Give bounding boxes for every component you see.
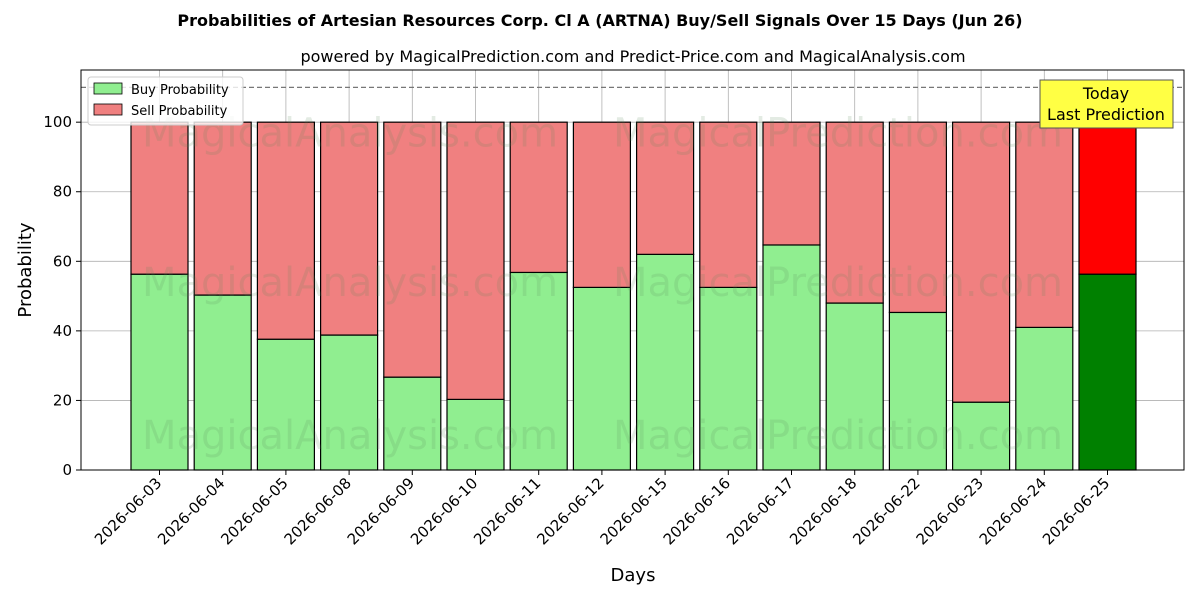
bars (130, 121, 1137, 471)
plot-frame (80, 69, 1185, 471)
legend-swatch-sell (93, 103, 123, 116)
bar-buy (446, 398, 505, 471)
y-tick-label: 60 (53, 252, 72, 270)
y-tick-label: 0 (62, 461, 72, 479)
bar-sell (320, 121, 379, 336)
x-tick-label: 2026-06-17 (723, 474, 797, 548)
bar-sell (888, 121, 948, 314)
bar-sell (635, 121, 695, 255)
bar-buy (888, 311, 948, 471)
x-tick-label: 2026-06-22 (849, 474, 923, 548)
bar-sell (383, 121, 442, 378)
y-tick-label: 40 (53, 322, 72, 340)
bar-sell (256, 121, 315, 340)
legend-label-sell: Sell Probability (131, 104, 228, 119)
bar-sell (446, 121, 505, 400)
x-tick-label: 2026-06-16 (660, 474, 734, 548)
today-annotation-line-2: Last Prediction (1047, 105, 1165, 124)
x-tick-label: 2026-06-05 (217, 474, 291, 548)
watermark-text: MagicalPrediction.com (613, 413, 1063, 459)
bar-sell (1015, 121, 1074, 328)
bar-buy (635, 253, 695, 471)
bar-buy (383, 376, 442, 471)
bar-sell (1078, 121, 1137, 275)
watermark-text: MagicalAnalysis.com (142, 413, 558, 459)
legend-swatch-buy (93, 82, 123, 95)
y-tick-label: 20 (53, 391, 72, 409)
bar-sell (951, 121, 1011, 403)
y-axis-label: Probability (15, 222, 36, 317)
bar-buy (825, 302, 884, 471)
bar-buy (509, 271, 568, 471)
x-axis: 2026-06-032026-06-042026-06-052026-06-08… (91, 470, 1113, 548)
x-tick-label: 2026-06-09 (344, 474, 418, 548)
bar-sell (825, 121, 884, 304)
bar-buy (1078, 273, 1137, 471)
x-tick-label: 2026-06-04 (154, 474, 228, 548)
bar-buy (762, 244, 821, 471)
legend-box (87, 76, 244, 126)
today-annotation-box (1039, 79, 1174, 129)
y-tick-label: 80 (53, 183, 72, 201)
y-tick-label: 100 (43, 113, 72, 131)
y-axis: 0 20 40 60 80 100 (43, 113, 81, 479)
bar-buy (572, 286, 632, 471)
x-tick-label: 2026-06-10 (407, 474, 481, 548)
chart-title: Probabilities of Artesian Resources Corp… (177, 11, 1022, 30)
legend: Buy Probability Sell Probability (87, 76, 244, 126)
today-annotation-line-1: Today (1082, 84, 1129, 103)
x-tick-label: 2026-06-12 (533, 474, 607, 548)
bar-buy (256, 338, 315, 471)
x-tick-label: 2026-06-25 (1039, 474, 1113, 548)
watermarks: MagicalAnalysis.com MagicalPrediction.com… (142, 111, 1063, 460)
legend-label-buy: Buy Probability (131, 83, 229, 98)
bar-sell (699, 121, 758, 288)
x-axis-label: Days (611, 565, 656, 586)
watermark-text: MagicalPrediction.com (613, 111, 1063, 157)
x-tick-label: 2026-06-15 (597, 474, 671, 548)
watermark-text: MagicalAnalysis.com (142, 260, 558, 306)
x-tick-label: 2026-06-18 (786, 474, 860, 548)
bar-sell (130, 121, 189, 275)
bar-buy (193, 294, 252, 471)
bar-buy (320, 334, 379, 471)
x-tick-label: 2026-06-11 (470, 474, 544, 548)
x-tick-label: 2026-06-24 (976, 474, 1050, 548)
bar-buy (699, 286, 758, 471)
x-tick-label: 2026-06-03 (91, 474, 165, 548)
bar-sell (509, 121, 568, 274)
today-annotation: Today Last Prediction (1039, 79, 1174, 129)
x-tick-label: 2026-06-08 (281, 474, 355, 548)
chart-subtitle: powered by MagicalPrediction.com and Pre… (300, 47, 965, 66)
bar-sell (572, 121, 632, 288)
x-tick-label: 2026-06-23 (913, 474, 987, 548)
bar-sell (762, 121, 821, 246)
watermark-text: MagicalPrediction.com (613, 260, 1063, 306)
